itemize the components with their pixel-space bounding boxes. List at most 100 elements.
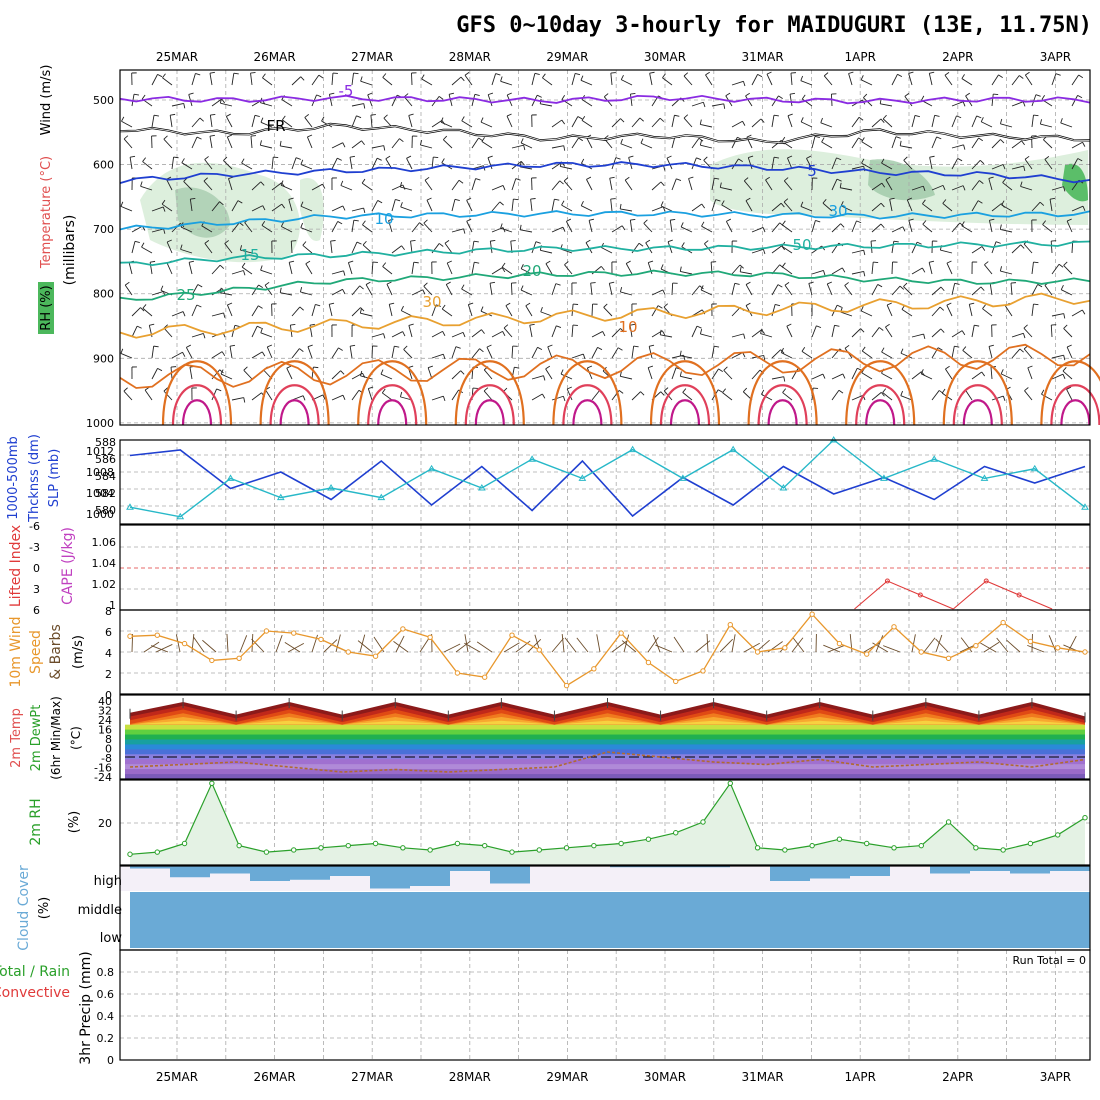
wind-barb (1071, 141, 1083, 149)
y-tick-label: 800 (93, 288, 114, 301)
wind-barb (740, 271, 753, 275)
hot-contour (952, 384, 1003, 426)
wind-barb (1011, 244, 1022, 254)
date-label: 27MAR (351, 50, 393, 64)
wind-barb (691, 325, 698, 338)
wind-speed-point (618, 630, 624, 636)
wind-barb (931, 390, 940, 401)
wind-barb (823, 72, 829, 77)
wind-barb (844, 282, 849, 286)
wind-barb (520, 138, 524, 144)
y-tick-label: 600 (93, 159, 114, 172)
wind-barb (787, 157, 793, 170)
wind-barb (515, 640, 531, 653)
wind-barb (1001, 200, 1005, 206)
wind-barb (1043, 139, 1053, 149)
cape-point (917, 592, 923, 598)
wind-barb (942, 203, 953, 212)
wind-barb (431, 353, 444, 359)
wind-barb (901, 309, 913, 317)
wind-barb (442, 135, 448, 141)
wind-barb (201, 225, 213, 233)
wind-barb (908, 218, 914, 221)
wind-barb (719, 638, 733, 653)
wind-barb (411, 222, 420, 233)
wind-barb (329, 92, 335, 95)
wind-barb (1071, 205, 1084, 212)
wind-barb (302, 395, 306, 401)
wind-barb (778, 95, 783, 99)
wind-barb (382, 262, 387, 267)
wind-barb (531, 73, 536, 86)
wind-barb (463, 228, 466, 234)
wind-barb (240, 249, 253, 254)
wind-barb (1010, 283, 1013, 296)
wind-barb (295, 157, 301, 160)
wind-barb (408, 323, 414, 326)
y-tick-label: 0 (105, 689, 112, 702)
wind-barb (1081, 309, 1086, 315)
wind-barb (183, 181, 193, 191)
contour-label: 5 (807, 162, 817, 180)
wind-barb (423, 222, 433, 233)
wind-barb (954, 345, 960, 348)
wind-barb (520, 142, 533, 149)
wind-barb (715, 199, 721, 202)
wind-barb (209, 134, 215, 137)
wind-barb (348, 260, 354, 263)
rh-point (591, 842, 597, 849)
wind-barb (1041, 393, 1053, 401)
wind-barb (480, 117, 484, 123)
wind-barb (660, 205, 673, 212)
wind-barb (564, 264, 573, 275)
wind-barb (288, 262, 293, 275)
wind-barb (1077, 158, 1083, 162)
wind-barb (871, 262, 874, 275)
wind-barb (580, 79, 593, 86)
wind-barb (806, 155, 812, 159)
wind-barb (851, 270, 864, 275)
wind-barb (351, 241, 358, 254)
wind-barb (820, 117, 823, 123)
wind-barb (423, 285, 433, 296)
wind-barb (502, 185, 506, 191)
wind-barb (823, 75, 833, 86)
wind-barb (983, 641, 1000, 653)
wind-barb (784, 177, 789, 182)
wind-barb (406, 158, 413, 170)
wind-barb (211, 264, 221, 275)
wind-barb (464, 75, 473, 86)
wind-barb (820, 122, 833, 128)
hot-contour (572, 399, 603, 426)
y-tick-label: 3 (33, 583, 40, 596)
wind-barb (691, 101, 704, 107)
wind-speed-point (345, 649, 351, 655)
wind-barb (989, 218, 995, 221)
wind-barb (1002, 395, 1006, 401)
rh-point (891, 845, 897, 851)
wind-barb (266, 346, 273, 359)
wind-barb (720, 186, 733, 191)
wind-barb (337, 157, 342, 161)
wind-barb (181, 158, 185, 163)
wind-barb (743, 177, 749, 182)
rh-shading (300, 178, 324, 241)
wind-barb (545, 260, 551, 265)
bottom-date-axis: 25MAR 26MAR 27MAR 28MAR 29MAR 30MAR 31MAR 1APR 2… (156, 1070, 1071, 1084)
wind-barb (1060, 122, 1073, 128)
wind-barb (711, 178, 715, 191)
wind-barb (500, 76, 503, 82)
wind-barb (771, 245, 782, 254)
date-label: 26MAR (254, 1070, 296, 1084)
wind-barb (1062, 374, 1066, 379)
wind-barb (618, 389, 624, 394)
wind-barb (534, 72, 540, 75)
wind-barb (875, 635, 884, 653)
wind-barb (423, 282, 428, 287)
hot-contour (659, 384, 711, 426)
wind-barb (321, 116, 325, 122)
wind-barb (427, 365, 434, 369)
wind-barb (751, 118, 762, 128)
wind-barb (281, 115, 286, 121)
